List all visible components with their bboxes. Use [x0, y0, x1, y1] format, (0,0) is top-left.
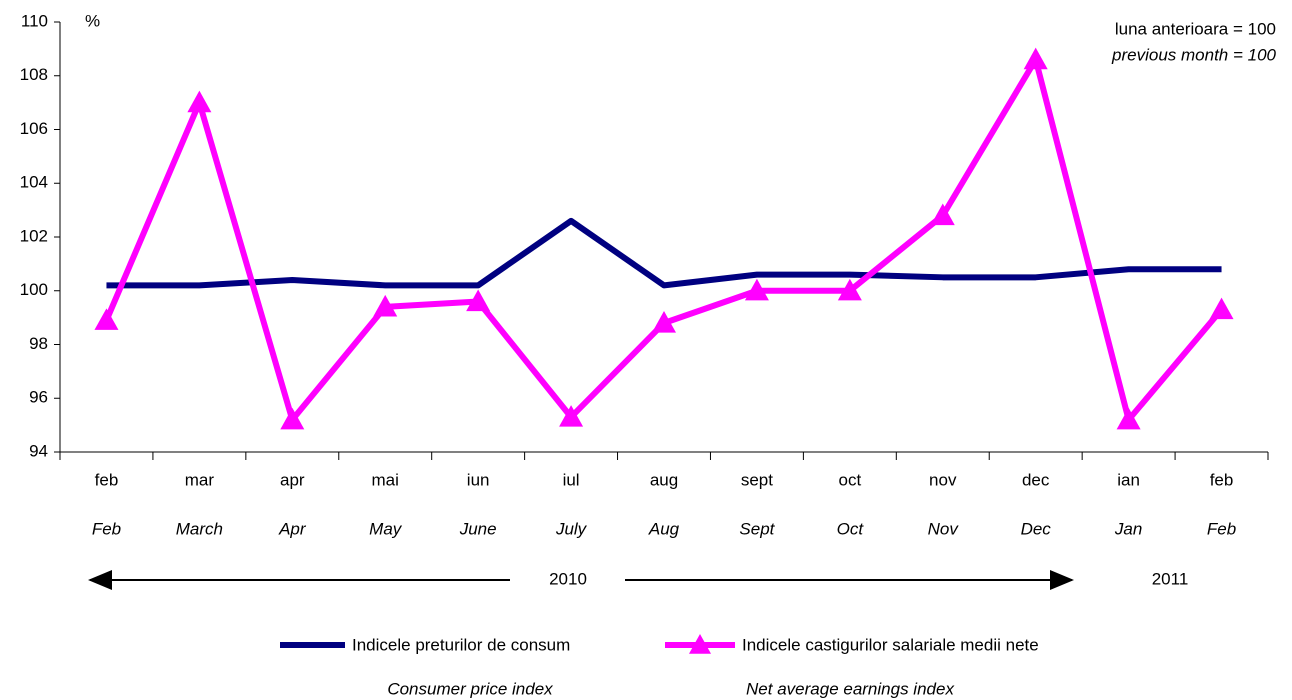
x-tick-label: aug	[650, 470, 678, 489]
series-line	[106, 217, 1222, 289]
year-label: 2010	[549, 569, 587, 588]
y-tick-label: 110	[21, 11, 48, 30]
x-tick-label-en: Sept	[739, 519, 775, 538]
legend-label: Indicele preturilor de consum	[352, 635, 570, 654]
y-tick-label: 98	[29, 334, 48, 353]
legend-marker	[689, 634, 711, 654]
point-marker	[373, 294, 398, 317]
x-tick-label-en: Nov	[928, 519, 960, 538]
x-tick-label: iun	[467, 470, 490, 489]
x-tick-label: feb	[1210, 470, 1234, 489]
point-marker	[652, 311, 676, 333]
legend-label: Indicele castigurilor salariale medii ne…	[742, 635, 1039, 654]
point-marker	[187, 90, 212, 113]
x-tick-label-en: Dec	[1021, 519, 1052, 538]
point-marker	[930, 203, 955, 226]
x-tick-label: oct	[839, 470, 862, 489]
x-tick-label-en: Feb	[1207, 519, 1236, 538]
y-tick-label: 100	[20, 280, 48, 299]
x-tick-label-en: June	[459, 519, 497, 538]
x-tick-label-en: Jan	[1114, 519, 1142, 538]
x-tick-label: iul	[563, 470, 580, 489]
x-tick-label-en: May	[369, 519, 403, 538]
year-label: 2011	[1152, 569, 1189, 588]
point-marker	[280, 407, 305, 430]
x-tick-label-en: Oct	[837, 519, 865, 538]
x-tick-label: feb	[95, 470, 119, 489]
x-tick-label-en: Apr	[278, 519, 307, 538]
point-marker	[837, 278, 862, 301]
y-unit: %	[85, 11, 100, 30]
x-tick-label: mai	[372, 470, 399, 489]
legend-label-en: Consumer price index	[387, 679, 553, 698]
x-tick-label: nov	[929, 470, 957, 489]
point-marker	[1116, 407, 1141, 430]
point-marker	[94, 308, 119, 330]
point-marker	[559, 405, 584, 427]
x-tick-label-en: July	[555, 519, 588, 538]
point-marker	[1209, 297, 1234, 320]
point-marker	[1023, 47, 1048, 70]
annotation: luna anterioara = 100	[1115, 19, 1276, 38]
y-tick-label: 102	[20, 226, 48, 245]
x-tick-label: ian	[1117, 470, 1140, 489]
x-tick-label-en: Feb	[92, 519, 121, 538]
series-line	[103, 56, 1224, 423]
x-tick-label: apr	[280, 470, 305, 489]
x-tick-label-en: March	[176, 519, 223, 538]
legend-label-en: Net average earnings index	[746, 679, 954, 698]
y-tick-label: 96	[29, 388, 48, 407]
y-tick-label: 94	[29, 441, 48, 460]
annotation: previous month = 100	[1111, 45, 1277, 64]
x-tick-label-en: Aug	[648, 519, 680, 538]
point-marker	[466, 289, 491, 312]
y-tick-label: 106	[20, 119, 48, 138]
y-tick-label: 108	[20, 65, 48, 84]
x-tick-label: mar	[185, 470, 215, 489]
y-tick-label: 104	[20, 173, 48, 192]
point-marker	[744, 278, 769, 301]
x-tick-label: dec	[1022, 470, 1050, 489]
x-tick-label: sept	[741, 470, 773, 489]
